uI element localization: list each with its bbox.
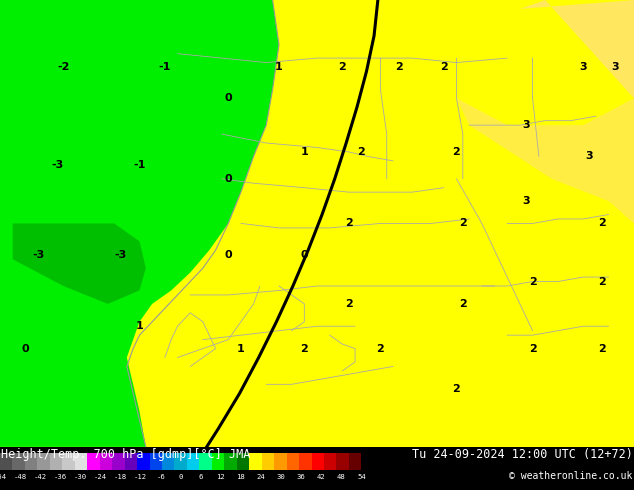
Bar	[311, 453, 324, 470]
Bar	[13, 453, 25, 470]
Text: 48: 48	[337, 474, 346, 480]
Text: -54: -54	[0, 474, 6, 480]
Text: 3: 3	[611, 62, 619, 72]
Text: 2: 2	[598, 219, 606, 228]
Text: 2: 2	[453, 384, 460, 394]
Text: -12: -12	[134, 474, 147, 480]
Bar	[50, 453, 62, 470]
Bar	[125, 453, 137, 470]
Text: 42: 42	[317, 474, 326, 480]
Text: 24: 24	[257, 474, 266, 480]
Text: 0: 0	[224, 250, 232, 260]
Text: -3: -3	[32, 250, 44, 260]
Bar	[212, 453, 224, 470]
Polygon shape	[520, 0, 634, 98]
Bar	[236, 453, 249, 470]
Bar	[100, 453, 112, 470]
Text: -48: -48	[13, 474, 27, 480]
Text: 0: 0	[224, 93, 232, 103]
Text: 36: 36	[297, 474, 306, 480]
Text: 12: 12	[216, 474, 225, 480]
Bar	[249, 453, 262, 470]
Bar	[162, 453, 174, 470]
Text: 2: 2	[440, 62, 448, 72]
Bar	[87, 453, 100, 470]
Text: 30: 30	[276, 474, 285, 480]
Bar	[150, 453, 162, 470]
Text: 1: 1	[136, 321, 143, 331]
Text: 2: 2	[459, 219, 467, 228]
Bar	[299, 453, 311, 470]
Polygon shape	[0, 0, 279, 447]
Text: 2: 2	[598, 343, 606, 354]
Text: 2: 2	[358, 147, 365, 157]
Text: 2: 2	[529, 276, 536, 287]
Bar	[287, 453, 299, 470]
Text: © weatheronline.co.uk: © weatheronline.co.uk	[509, 471, 633, 481]
Text: 0: 0	[179, 474, 183, 480]
Text: 2: 2	[345, 219, 353, 228]
Text: 2: 2	[459, 299, 467, 309]
Text: 3: 3	[522, 196, 530, 206]
Bar	[324, 453, 337, 470]
Bar	[25, 453, 37, 470]
Text: 18: 18	[236, 474, 245, 480]
Bar	[62, 453, 75, 470]
Text: 2: 2	[339, 62, 346, 72]
Polygon shape	[456, 98, 634, 223]
Text: 3: 3	[586, 151, 593, 161]
Bar	[262, 453, 274, 470]
Bar	[349, 453, 361, 470]
Bar	[37, 453, 50, 470]
Text: -30: -30	[74, 474, 87, 480]
Text: 2: 2	[301, 343, 308, 354]
Text: Tu 24-09-2024 12:00 UTC (12+72): Tu 24-09-2024 12:00 UTC (12+72)	[412, 448, 633, 461]
Bar	[187, 453, 199, 470]
Polygon shape	[13, 223, 146, 304]
Text: -1: -1	[158, 62, 171, 72]
Text: -36: -36	[54, 474, 67, 480]
Text: -42: -42	[34, 474, 47, 480]
Text: 2: 2	[345, 299, 353, 309]
Text: 0: 0	[224, 174, 232, 184]
Bar	[137, 453, 150, 470]
Text: 1: 1	[301, 147, 308, 157]
Text: 0: 0	[301, 250, 308, 260]
Text: -3: -3	[51, 160, 63, 171]
Bar	[224, 453, 236, 470]
Text: 54: 54	[357, 474, 366, 480]
Text: 1: 1	[237, 343, 245, 354]
Text: 3: 3	[522, 120, 530, 130]
Bar	[75, 453, 87, 470]
Text: -6: -6	[156, 474, 165, 480]
Text: 2: 2	[453, 147, 460, 157]
Bar	[274, 453, 287, 470]
Text: -18: -18	[114, 474, 127, 480]
Bar	[174, 453, 187, 470]
Text: 2: 2	[529, 343, 536, 354]
Text: -2: -2	[57, 62, 70, 72]
Bar	[337, 453, 349, 470]
Text: 6: 6	[198, 474, 203, 480]
Bar	[199, 453, 212, 470]
Text: 3: 3	[579, 62, 587, 72]
Text: 2: 2	[598, 276, 606, 287]
Text: 2: 2	[396, 62, 403, 72]
Bar	[0, 453, 13, 470]
Text: 2: 2	[377, 343, 384, 354]
Text: -3: -3	[114, 250, 127, 260]
Text: 0: 0	[22, 343, 29, 354]
Text: Height/Temp. 700 hPa [gdmp][°C] JMA: Height/Temp. 700 hPa [gdmp][°C] JMA	[1, 448, 250, 461]
Bar	[112, 453, 125, 470]
Text: 1: 1	[275, 62, 283, 72]
Text: -24: -24	[94, 474, 107, 480]
Text: -1: -1	[133, 160, 146, 171]
